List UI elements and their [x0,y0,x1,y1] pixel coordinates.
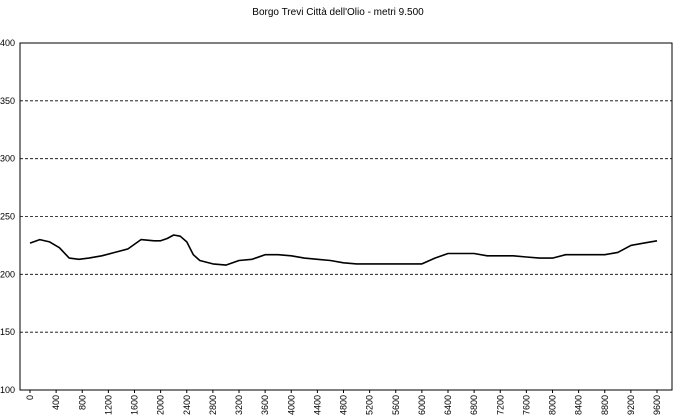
x-tick-label: 400 [51,395,61,410]
x-tick-label: 2400 [182,395,192,415]
x-tick-label: 6400 [443,395,453,415]
x-tick-label: 9600 [652,395,662,415]
y-tick-label: 350 [0,96,15,106]
x-tick-label: 8800 [600,395,610,415]
x-axis: 0 400 800 1200 1600 2000 2400 2800 3200 3600 4000 4… [25,390,662,415]
x-tick-label: 2800 [208,395,218,415]
x-tick-label: 7600 [521,395,531,415]
y-tick-label: 150 [0,327,15,337]
x-tick-label: 4400 [312,395,322,415]
x-tick-label: 2000 [156,395,166,415]
y-tick-label: 300 [0,154,15,164]
x-tick-label: 1600 [130,395,140,415]
y-axis: 100 150 200 250 300 350 400 [0,38,15,395]
x-tick-label: 5200 [365,395,375,415]
x-tick-label: 800 [77,395,87,410]
y-tick-label: 400 [0,38,15,48]
y-tick-label: 250 [0,212,15,222]
x-tick-label: 4800 [339,395,349,415]
x-tick-label: 0 [25,395,35,400]
x-tick-label: 4000 [286,395,296,415]
chart-title: Borgo Trevi Città dell'Olio - metri 9.50… [252,7,424,18]
elevation-line [29,234,658,266]
x-tick-label: 8000 [548,395,558,415]
x-tick-label: 6800 [469,395,479,415]
x-tick-label: 7200 [495,395,505,415]
y-tick-label: 100 [0,385,15,395]
x-tick-label: 1200 [103,395,113,415]
y-tick-label: 200 [0,269,15,279]
x-tick-label: 3600 [260,395,270,415]
x-tick-label: 9200 [626,395,636,415]
x-tick-label: 5600 [391,395,401,415]
x-tick-label: 3200 [234,395,244,415]
grid-lines [20,100,672,333]
x-tick-label: 6000 [417,395,427,415]
x-tick-label: 8400 [574,395,584,415]
